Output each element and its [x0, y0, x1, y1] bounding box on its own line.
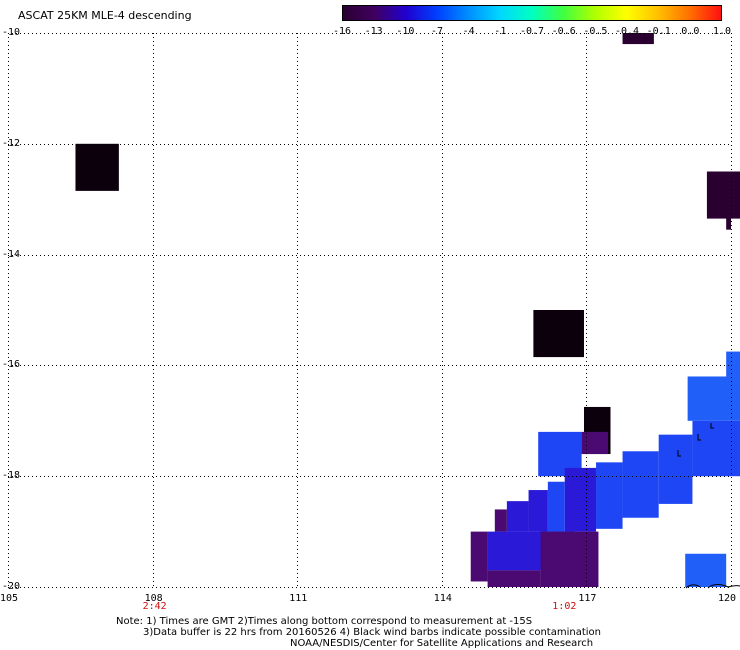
wind-cell — [622, 451, 659, 518]
colorbar-tick-label: -13 — [364, 26, 383, 37]
coastline-segment — [707, 584, 740, 589]
wind-cell — [596, 462, 623, 529]
wind-cell — [540, 531, 599, 587]
note-line-1: Note: 1) Times are GMT 2)Times along bot… — [116, 616, 533, 627]
wind-cell — [658, 434, 693, 504]
latitude-label: -10 — [1, 27, 20, 38]
wind-cell — [692, 420, 740, 477]
colorbar-tick-label: -7 — [430, 26, 444, 37]
latitude-label: -12 — [1, 137, 20, 149]
note-line-3: NOAA/NESDIS/Center for Satellite Applica… — [290, 638, 594, 649]
wind-cell — [75, 143, 119, 191]
latitude-label: -16 — [1, 359, 20, 371]
longitude-label: 105 — [0, 593, 19, 604]
longitude-label: 120 — [718, 593, 737, 604]
colorbar-tick-label: -1 — [494, 26, 507, 37]
lat-lon-grid — [8, 33, 732, 588]
pass-time-label: 2:42 — [142, 601, 167, 612]
latitude-label: -20 — [1, 581, 20, 592]
colorbar-tick-label: -16 — [332, 26, 352, 37]
map-title: ASCAT 25KM MLE-4 descending — [18, 9, 192, 22]
wind-cell — [506, 501, 529, 532]
longitude-label: 108 — [144, 593, 163, 604]
wind-barb — [677, 450, 681, 457]
colorbar-tick-label: -4 — [462, 26, 475, 37]
note-line-2: 3)Data buffer is 22 hrs from 20160526 4)… — [143, 627, 601, 638]
wind-cell — [622, 33, 654, 45]
longitude-label: 114 — [433, 593, 452, 604]
wind-cell — [494, 509, 507, 532]
longitude-label: 111 — [289, 593, 308, 604]
wind-speed-cells — [75, 33, 740, 587]
coastline-segment — [685, 584, 701, 589]
coastline — [677, 423, 740, 589]
wind-cell — [581, 431, 609, 455]
wind-cell — [470, 531, 488, 582]
wind-cell — [687, 376, 740, 421]
latitude-label: -18 — [1, 470, 20, 482]
wind-cell — [528, 490, 548, 532]
wind-cell — [685, 553, 727, 587]
wind-cell — [726, 351, 740, 377]
longitude-label: 117 — [578, 593, 597, 604]
wind-barb — [710, 423, 714, 429]
pass-time-label: 1:02 — [552, 601, 577, 612]
wind-cell — [533, 310, 584, 358]
colorbar-tick-label: -0.7 — [520, 26, 545, 37]
colorbar-tick-label: -0.1 — [646, 26, 671, 37]
colorbar-tick-label: -0.6 — [551, 26, 576, 37]
colorbar-tick-label: -0.4 — [615, 26, 640, 37]
colorbar-tick-label: 1.0 — [712, 26, 732, 37]
wind-cell — [706, 171, 740, 219]
wind-cell — [726, 215, 731, 230]
wind-cell — [564, 467, 597, 532]
colorbar-tick-label: -0.5 — [583, 26, 608, 37]
wind-barb — [697, 434, 701, 441]
latitude-label: -14 — [1, 248, 20, 260]
colorbar-tick-label: 0.0 — [681, 26, 700, 37]
colorbar — [342, 5, 722, 21]
colorbar-tick-label: -10 — [396, 26, 415, 37]
wind-cell — [547, 481, 565, 532]
wind-cell — [487, 570, 541, 587]
